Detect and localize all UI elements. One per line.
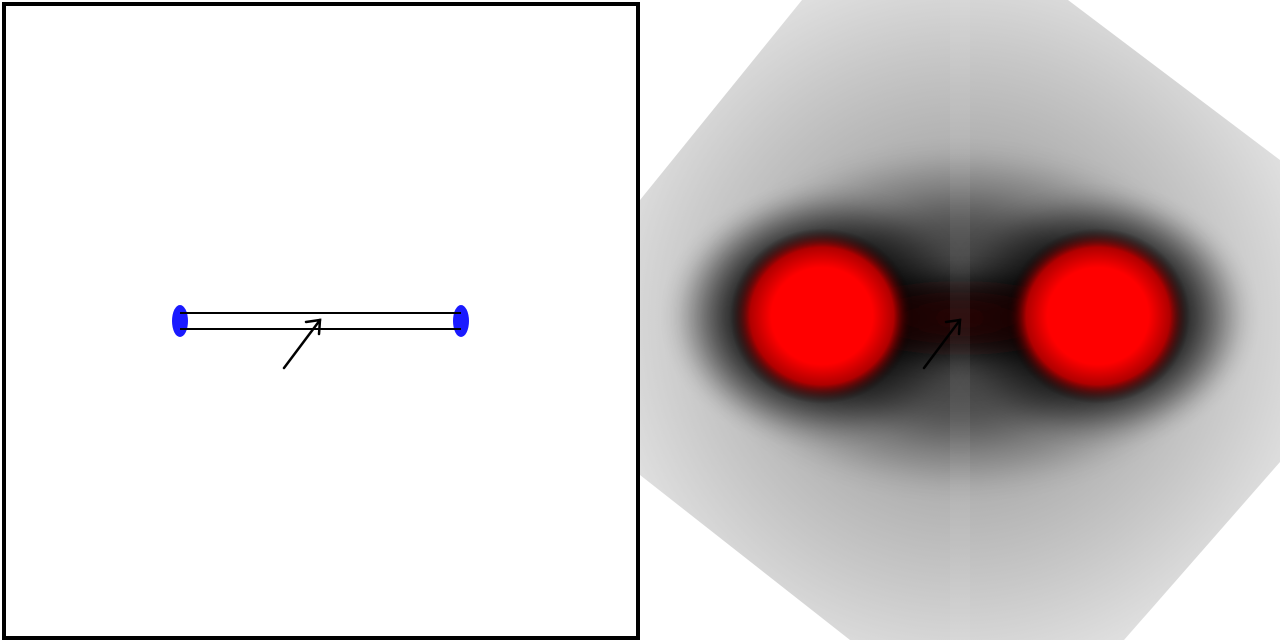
wireframe-view-panel[interactable]: [0, 0, 640, 640]
field-view-panel[interactable]: [640, 0, 1280, 640]
hot-lobe-left: [730, 228, 914, 404]
right-electrode[interactable]: [451, 305, 469, 337]
left-electrode-icon: [172, 305, 188, 337]
arrow-icon[interactable]: [282, 318, 322, 370]
field-canvas[interactable]: [640, 0, 1280, 640]
right-electrode-icon: [453, 305, 469, 337]
wireframe-canvas[interactable]: [0, 0, 640, 640]
hot-lobe-right: [1006, 228, 1190, 404]
arrow-icon[interactable]: [922, 318, 962, 370]
left-electrode[interactable]: [172, 305, 190, 337]
